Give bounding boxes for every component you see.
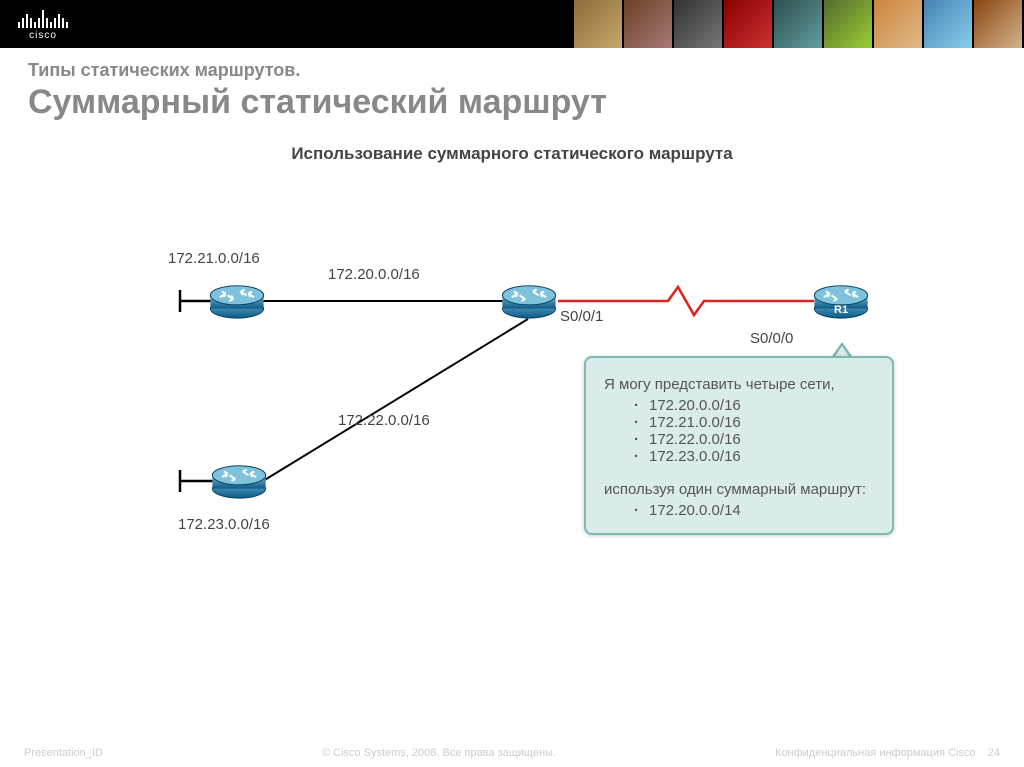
interface-label: S0/0/0 [750,330,793,347]
footer-left: Presentation_ID [24,747,103,759]
brand-text: cisco [29,30,57,41]
callout-summary-item: 172.20.0.0/14 [634,502,874,519]
callout-intro: Я могу представить четыре сети, [604,376,874,393]
network-label: 172.23.0.0/16 [178,516,270,533]
top-banner: cisco [0,0,1024,48]
router-label: R1 [834,304,848,316]
footer-page: 24 [988,747,1000,759]
network-diagram: R1 172.21.0.0/16 172.23.0.0/16 172.20.0.… [28,184,996,664]
banner-photos [574,0,1024,48]
cisco-bars-icon [18,8,68,28]
footer-center: © Cisco Systems, 2008. Все права защищен… [322,747,556,759]
callout-net-item: 172.21.0.0/16 [634,414,874,431]
callout-net-item: 172.22.0.0/16 [634,431,874,448]
router-icon [210,462,268,500]
callout-summary-intro: используя один суммарный маршрут: [604,481,874,498]
callout-net-list: 172.20.0.0/16 172.21.0.0/16 172.22.0.0/1… [604,397,874,465]
callout-net-item: 172.23.0.0/16 [634,448,874,465]
interface-label: S0/0/1 [560,308,603,325]
slide-pretitle: Типы статических маршрутов. [28,60,996,81]
slide-body: Типы статических маршрутов. Суммарный ст… [0,48,1024,664]
callout-net-item: 172.20.0.0/16 [634,397,874,414]
link-label: 172.20.0.0/16 [328,266,420,283]
footer-right: Конфиденциальная информация Cisco [775,747,975,759]
callout-summary-list: 172.20.0.0/14 [604,502,874,519]
router-icon [500,282,558,320]
router-icon [208,282,266,320]
cisco-logo: cisco [0,8,68,41]
link-label: 172.22.0.0/16 [338,412,430,429]
slide-footer: Presentation_ID © Cisco Systems, 2008. В… [0,747,1024,759]
slide-title: Суммарный статический маршрут [28,83,996,122]
diagram-title: Использование суммарного статического ма… [28,144,996,164]
callout-box: Я могу представить четыре сети, 172.20.0… [584,356,894,535]
network-label: 172.21.0.0/16 [168,250,260,267]
router-r1-icon: R1 [812,282,870,320]
